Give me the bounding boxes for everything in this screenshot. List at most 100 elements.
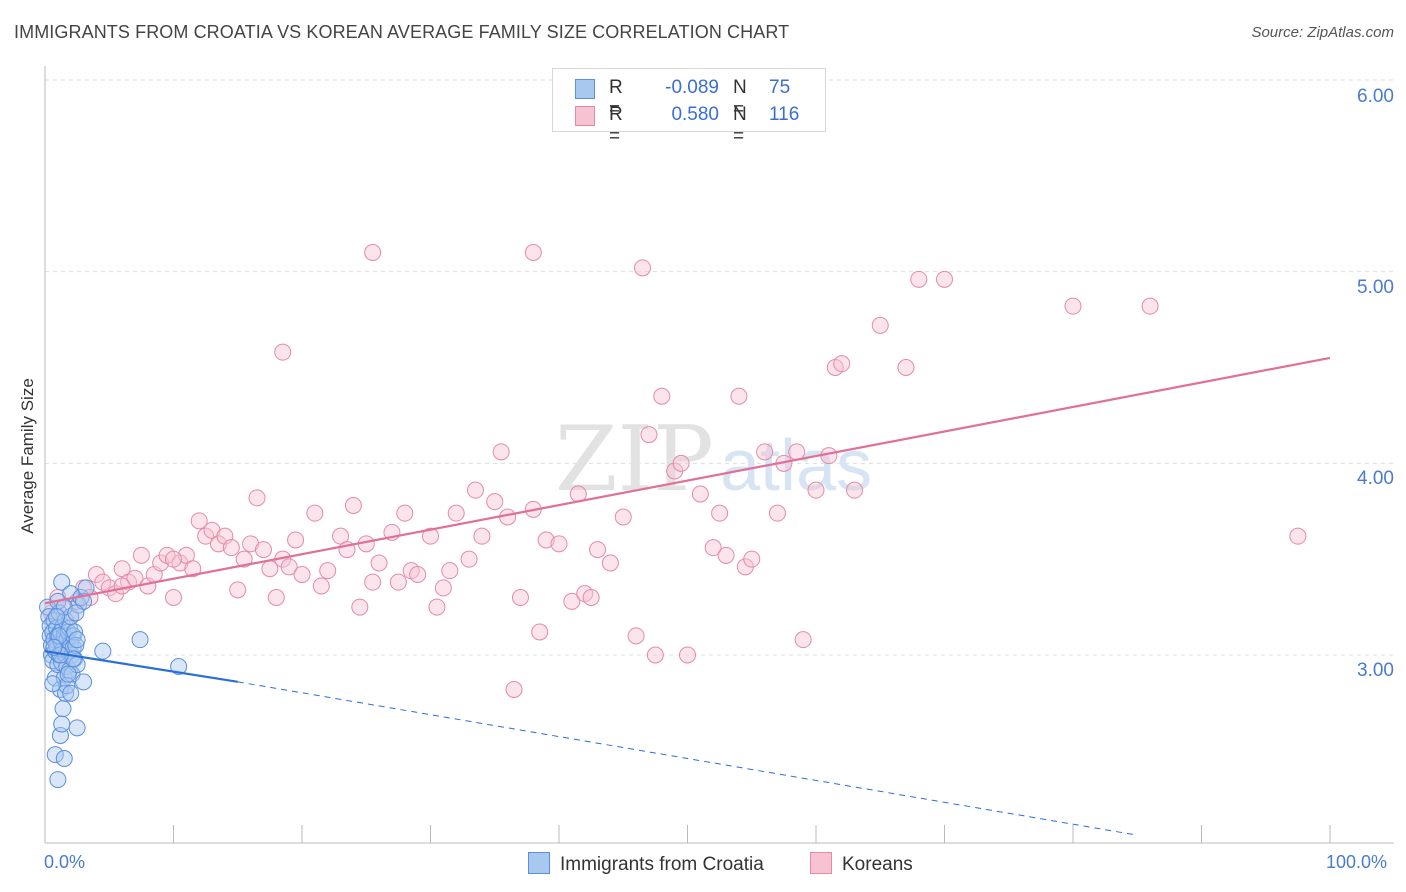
point-koreans bbox=[711, 504, 729, 522]
point-koreans bbox=[94, 573, 112, 591]
points-layer bbox=[39, 244, 1307, 789]
point-koreans bbox=[511, 589, 529, 606]
y-tick-label-5: 5.00 bbox=[1357, 277, 1394, 298]
point-koreans bbox=[505, 681, 523, 698]
point-koreans bbox=[582, 589, 600, 606]
point-koreans bbox=[537, 531, 555, 549]
bottom-legend-label-croatia: Immigrants from Croatia bbox=[560, 854, 764, 875]
point-koreans bbox=[717, 546, 735, 564]
point-koreans bbox=[422, 527, 439, 545]
point-koreans bbox=[466, 481, 484, 499]
point-koreans bbox=[627, 627, 645, 645]
point-koreans bbox=[910, 270, 928, 288]
point-koreans bbox=[132, 546, 150, 564]
correlation-legend: R = -0.089 N = 75 R = 0.580 N = 116 bbox=[552, 68, 826, 147]
point-koreans bbox=[389, 573, 407, 591]
point-koreans bbox=[235, 550, 253, 568]
point-koreans bbox=[550, 535, 568, 553]
point-koreans bbox=[743, 550, 761, 568]
point-koreans bbox=[640, 426, 658, 444]
point-koreans bbox=[492, 443, 510, 461]
legend-r-value: -0.089 bbox=[665, 77, 719, 98]
point-koreans bbox=[254, 541, 272, 559]
bottom-legend-croatia: Immigrants from Croatia bbox=[528, 852, 764, 876]
point-koreans bbox=[319, 562, 337, 580]
point-koreans bbox=[364, 244, 382, 261]
point-koreans bbox=[1141, 297, 1159, 315]
point-koreans bbox=[396, 504, 414, 522]
point-koreans bbox=[197, 527, 215, 545]
source-label: Source: ZipAtlas.com bbox=[1251, 24, 1394, 41]
point-koreans bbox=[460, 550, 478, 568]
point-croatia bbox=[53, 715, 71, 733]
point-koreans bbox=[473, 527, 491, 545]
chart-title: IMMIGRANTS FROM CROATIA VS KOREAN AVERAG… bbox=[14, 22, 790, 42]
bottom-legend-swatch-croatia bbox=[528, 852, 550, 874]
point-croatia bbox=[94, 642, 112, 660]
legend-n-label: N = bbox=[733, 77, 747, 120]
point-koreans bbox=[653, 387, 671, 405]
legend-r-label: R = bbox=[609, 104, 623, 147]
point-koreans bbox=[634, 259, 652, 277]
point-croatia bbox=[53, 573, 71, 591]
point-croatia bbox=[54, 700, 72, 718]
legend-n-value: 116 bbox=[769, 104, 800, 125]
point-croatia bbox=[59, 665, 77, 683]
legend-swatch-croatia bbox=[575, 79, 595, 99]
point-koreans bbox=[165, 589, 182, 606]
point-croatia bbox=[131, 631, 149, 649]
point-koreans bbox=[248, 489, 266, 507]
point-koreans bbox=[229, 581, 247, 599]
point-koreans bbox=[184, 560, 202, 578]
point-koreans bbox=[897, 359, 915, 376]
point-koreans bbox=[646, 646, 664, 664]
point-croatia bbox=[62, 684, 80, 702]
point-croatia bbox=[49, 771, 67, 789]
point-koreans bbox=[936, 270, 953, 288]
point-croatia bbox=[68, 719, 86, 737]
point-koreans bbox=[364, 573, 382, 591]
point-koreans bbox=[441, 562, 459, 580]
bottom-legend-koreans: Koreans bbox=[810, 852, 913, 876]
x-tick-label-max: 100.0% bbox=[1326, 852, 1388, 872]
point-koreans bbox=[563, 592, 581, 610]
legend-n-label: N = bbox=[733, 104, 747, 147]
point-koreans bbox=[447, 504, 465, 522]
grid-layer bbox=[45, 79, 1394, 656]
point-koreans bbox=[370, 554, 388, 572]
axis-layer bbox=[44, 66, 1394, 844]
point-croatia bbox=[75, 673, 93, 691]
point-koreans bbox=[113, 577, 131, 595]
point-koreans bbox=[222, 539, 240, 557]
point-croatia bbox=[55, 750, 73, 767]
point-koreans bbox=[1064, 297, 1082, 315]
point-koreans bbox=[730, 387, 748, 405]
x-tick-label-min: 0.0% bbox=[44, 852, 86, 872]
legend-r-value: 0.580 bbox=[671, 104, 719, 125]
trendline-croatia-solid bbox=[44, 650, 238, 683]
point-koreans bbox=[267, 589, 285, 606]
point-koreans bbox=[486, 493, 504, 511]
watermark-zip: ZIP bbox=[555, 407, 714, 512]
point-croatia bbox=[46, 746, 64, 764]
legend-n-value: 75 bbox=[769, 77, 791, 98]
trendline-koreans bbox=[44, 356, 1331, 605]
point-koreans bbox=[312, 577, 330, 595]
point-koreans bbox=[531, 623, 549, 641]
point-koreans bbox=[672, 454, 690, 472]
point-koreans bbox=[434, 579, 452, 597]
point-croatia bbox=[44, 675, 62, 693]
point-koreans bbox=[287, 531, 305, 549]
point-koreans bbox=[165, 550, 182, 568]
point-koreans bbox=[788, 443, 806, 461]
point-koreans bbox=[833, 355, 851, 373]
point-koreans bbox=[306, 504, 324, 522]
point-koreans bbox=[1289, 527, 1307, 545]
point-koreans bbox=[601, 554, 619, 572]
point-koreans bbox=[293, 566, 311, 583]
y-tick-label-3: 3.00 bbox=[1357, 660, 1394, 681]
legend-swatch-koreans bbox=[575, 106, 595, 126]
point-koreans bbox=[344, 497, 362, 514]
point-koreans bbox=[846, 481, 864, 499]
